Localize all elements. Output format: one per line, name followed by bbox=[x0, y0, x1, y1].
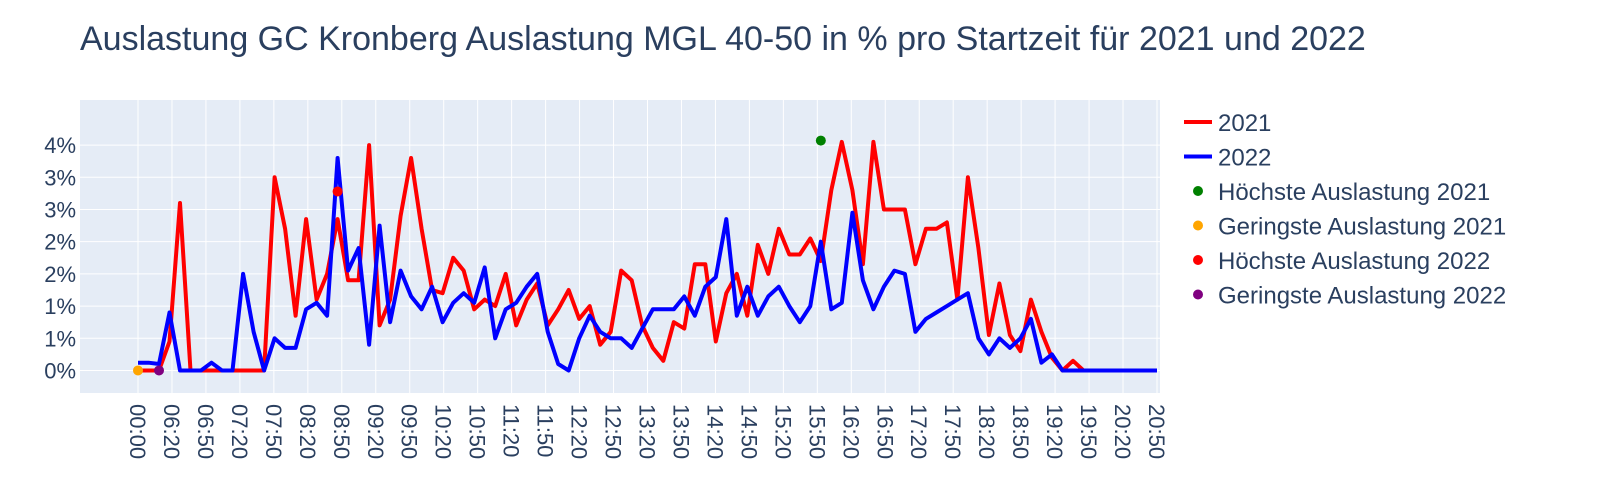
x-tick-label: 20:20 bbox=[1110, 404, 1135, 459]
x-tick-label: 15:20 bbox=[770, 404, 795, 459]
x-tick-label: 08:20 bbox=[295, 404, 320, 459]
y-tick-label: 3% bbox=[44, 197, 76, 222]
x-tick-label: 00:00 bbox=[125, 404, 150, 459]
y-tick-label: 3% bbox=[44, 165, 76, 190]
y-tick-label: 2% bbox=[44, 230, 76, 255]
x-tick-label: 18:50 bbox=[1008, 404, 1033, 459]
x-tick-label: 17:50 bbox=[940, 404, 965, 459]
marker-point-2 bbox=[133, 365, 143, 376]
plot-area bbox=[80, 100, 1160, 393]
legend-label: 2021 bbox=[1218, 110, 1271, 137]
series-lines bbox=[138, 139, 1157, 373]
marker-point-1 bbox=[815, 135, 826, 146]
x-tick-label: 15:50 bbox=[804, 404, 829, 459]
x-tick-label: 17:20 bbox=[906, 404, 931, 459]
marker-points bbox=[133, 135, 826, 376]
y-tick-label: 2% bbox=[44, 262, 76, 287]
x-tick-label: 14:20 bbox=[702, 404, 727, 459]
x-tick-label: 12:20 bbox=[567, 404, 592, 459]
y-tick-label: 0% bbox=[44, 358, 76, 383]
series-line-2022 bbox=[138, 156, 1157, 373]
x-tick-label: 12:50 bbox=[601, 404, 626, 459]
x-tick-label: 09:50 bbox=[397, 404, 422, 459]
x-tick-label: 09:20 bbox=[363, 404, 388, 459]
legend-label: Höchste Auslastung 2022 bbox=[1218, 248, 1490, 275]
x-tick-label: 14:50 bbox=[736, 404, 761, 459]
legend-label: Geringste Auslastung 2022 bbox=[1218, 283, 1506, 310]
x-tick-label: 18:20 bbox=[974, 404, 999, 459]
legend-label: Geringste Auslastung 2021 bbox=[1218, 214, 1506, 241]
y-tick-label: 1% bbox=[44, 294, 76, 319]
x-tick-label: 06:50 bbox=[193, 404, 218, 459]
x-tick-label: 19:20 bbox=[1042, 404, 1067, 459]
x-tick-label: 13:50 bbox=[668, 404, 693, 459]
x-tick-label: 07:50 bbox=[261, 404, 286, 459]
gridlines bbox=[80, 100, 1160, 393]
legend-dot-swatch bbox=[1193, 255, 1203, 265]
x-tick-label: 19:50 bbox=[1076, 404, 1101, 459]
x-tick-label: 11:50 bbox=[533, 404, 558, 457]
y-tick-label: 1% bbox=[44, 326, 76, 351]
legend-dot-swatch bbox=[1193, 220, 1203, 231]
x-tick-label: 06:20 bbox=[159, 404, 184, 459]
x-tick-label: 07:20 bbox=[227, 404, 252, 459]
legend-dot-swatch bbox=[1193, 186, 1203, 196]
y-axis: 0% 1% 1% 2% 2% 3% 3% 4% bbox=[44, 133, 76, 383]
x-tick-label: 10:50 bbox=[465, 404, 490, 459]
legend-dot-swatch bbox=[1193, 289, 1203, 300]
x-tick-label: 16:20 bbox=[838, 404, 863, 459]
legend[interactable]: 2021 2022 Höchste Auslastung 2021 Geringste… bbox=[1184, 110, 1506, 310]
marker-point-4 bbox=[154, 365, 165, 376]
x-tick-label: 20:50 bbox=[1144, 404, 1169, 459]
x-tick-label: 10:20 bbox=[431, 404, 456, 459]
x-tick-label: 11:20 bbox=[499, 404, 524, 457]
y-tick-label: 4% bbox=[44, 133, 76, 158]
series-line-2021 bbox=[138, 139, 1157, 373]
marker-point-3 bbox=[332, 186, 343, 197]
x-tick-label: 08:50 bbox=[329, 404, 354, 459]
x-tick-label: 13:20 bbox=[635, 404, 660, 459]
x-axis: 00:00 06:20 06:50 07:20 07:50 08:20 08:50 09:20… bbox=[125, 404, 1169, 459]
legend-label: Höchste Auslastung 2021 bbox=[1218, 179, 1490, 206]
x-tick-label: 16:50 bbox=[872, 404, 897, 459]
chart-title: Auslastung GC Kronberg Auslastung MGL 40… bbox=[80, 20, 1366, 58]
legend-label: 2022 bbox=[1218, 145, 1271, 172]
